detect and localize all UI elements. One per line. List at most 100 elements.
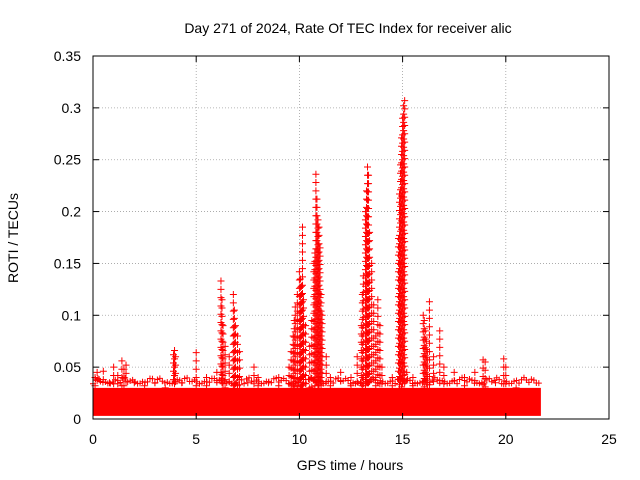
data-point bbox=[172, 369, 180, 377]
data-point bbox=[219, 347, 227, 355]
data-point bbox=[440, 371, 448, 379]
data-point bbox=[366, 228, 374, 236]
data-point bbox=[219, 355, 227, 363]
data-point bbox=[275, 382, 283, 390]
data-point bbox=[500, 355, 508, 363]
data-point bbox=[400, 276, 408, 284]
data-point bbox=[318, 320, 326, 328]
data-point bbox=[376, 338, 384, 346]
data-point bbox=[400, 102, 408, 110]
data-point bbox=[365, 263, 373, 271]
data-point bbox=[300, 312, 308, 320]
data-point bbox=[298, 281, 306, 289]
data-point bbox=[218, 337, 226, 345]
data-point bbox=[400, 210, 408, 218]
data-point bbox=[425, 372, 433, 380]
data-point bbox=[365, 354, 373, 362]
data-point bbox=[440, 380, 448, 388]
data-point bbox=[450, 377, 458, 385]
data-point bbox=[221, 359, 229, 367]
data-point bbox=[317, 365, 325, 373]
data-point bbox=[312, 179, 320, 187]
data-point bbox=[419, 320, 427, 328]
data-point bbox=[400, 351, 408, 359]
data-point bbox=[291, 361, 299, 369]
data-point bbox=[365, 246, 373, 254]
data-point bbox=[401, 146, 409, 154]
data-point bbox=[93, 368, 101, 376]
data-point bbox=[401, 362, 409, 370]
data-point bbox=[353, 361, 361, 369]
data-point bbox=[337, 368, 345, 376]
data-point bbox=[401, 204, 409, 212]
data-point bbox=[217, 277, 225, 285]
data-point bbox=[400, 284, 408, 292]
data-point bbox=[403, 368, 411, 376]
data-point bbox=[425, 306, 433, 314]
data-point bbox=[120, 374, 128, 382]
chart-title: Day 271 of 2024, Rate Of TEC Index for r… bbox=[184, 20, 511, 36]
data-point bbox=[378, 363, 386, 371]
data-point bbox=[130, 379, 138, 387]
data-point bbox=[326, 382, 334, 390]
data-point bbox=[192, 382, 200, 390]
data-point bbox=[151, 379, 159, 387]
y-tick-label: 0.35 bbox=[54, 48, 81, 64]
y-tick-label: 0.15 bbox=[54, 255, 81, 271]
data-point bbox=[376, 330, 384, 338]
data-point bbox=[230, 314, 238, 322]
data-point bbox=[436, 360, 444, 368]
data-point bbox=[250, 380, 258, 388]
data-point bbox=[502, 363, 510, 371]
data-point bbox=[302, 330, 310, 338]
data-point bbox=[314, 224, 322, 232]
data-point bbox=[106, 379, 114, 387]
data-point bbox=[317, 324, 325, 332]
data-point bbox=[430, 369, 438, 377]
data-point bbox=[221, 351, 229, 359]
baseline-point bbox=[535, 380, 542, 387]
data-point bbox=[401, 196, 409, 204]
y-tick-label: 0.05 bbox=[54, 359, 81, 375]
y-tick-label: 0.1 bbox=[62, 307, 82, 323]
data-point bbox=[229, 299, 237, 307]
y-axis-label: ROTI / TECUs bbox=[5, 193, 21, 283]
baseline-point bbox=[144, 378, 151, 385]
baseline-point bbox=[122, 375, 129, 382]
data-point bbox=[366, 237, 374, 245]
data-point bbox=[297, 282, 305, 290]
data-point bbox=[118, 357, 126, 365]
data-point bbox=[221, 384, 229, 392]
data-point bbox=[376, 322, 384, 330]
data-point bbox=[236, 356, 244, 364]
data-point bbox=[403, 377, 411, 385]
data-point bbox=[233, 332, 241, 340]
data-point bbox=[461, 374, 469, 382]
data-point bbox=[401, 304, 409, 312]
data-point bbox=[302, 363, 310, 371]
data-point bbox=[401, 163, 409, 171]
baseline-point bbox=[345, 377, 352, 384]
data-point bbox=[419, 311, 427, 319]
data-point bbox=[290, 350, 298, 358]
data-point bbox=[401, 287, 409, 295]
data-point bbox=[365, 204, 373, 212]
data-point bbox=[218, 296, 226, 304]
data-point bbox=[400, 110, 408, 118]
data-point bbox=[290, 316, 298, 324]
data-point bbox=[400, 176, 408, 184]
y-tick-label: 0.3 bbox=[62, 100, 82, 116]
data-point bbox=[218, 362, 226, 370]
data-point bbox=[300, 304, 308, 312]
data-point bbox=[172, 353, 180, 361]
data-point bbox=[233, 340, 241, 348]
data-point bbox=[400, 318, 408, 326]
data-point bbox=[317, 357, 325, 365]
data-point bbox=[290, 383, 298, 391]
data-point bbox=[225, 361, 233, 369]
data-point bbox=[401, 105, 409, 113]
data-point bbox=[425, 298, 433, 306]
data-point bbox=[401, 312, 409, 320]
data-point bbox=[400, 309, 408, 317]
data-point bbox=[400, 334, 408, 342]
